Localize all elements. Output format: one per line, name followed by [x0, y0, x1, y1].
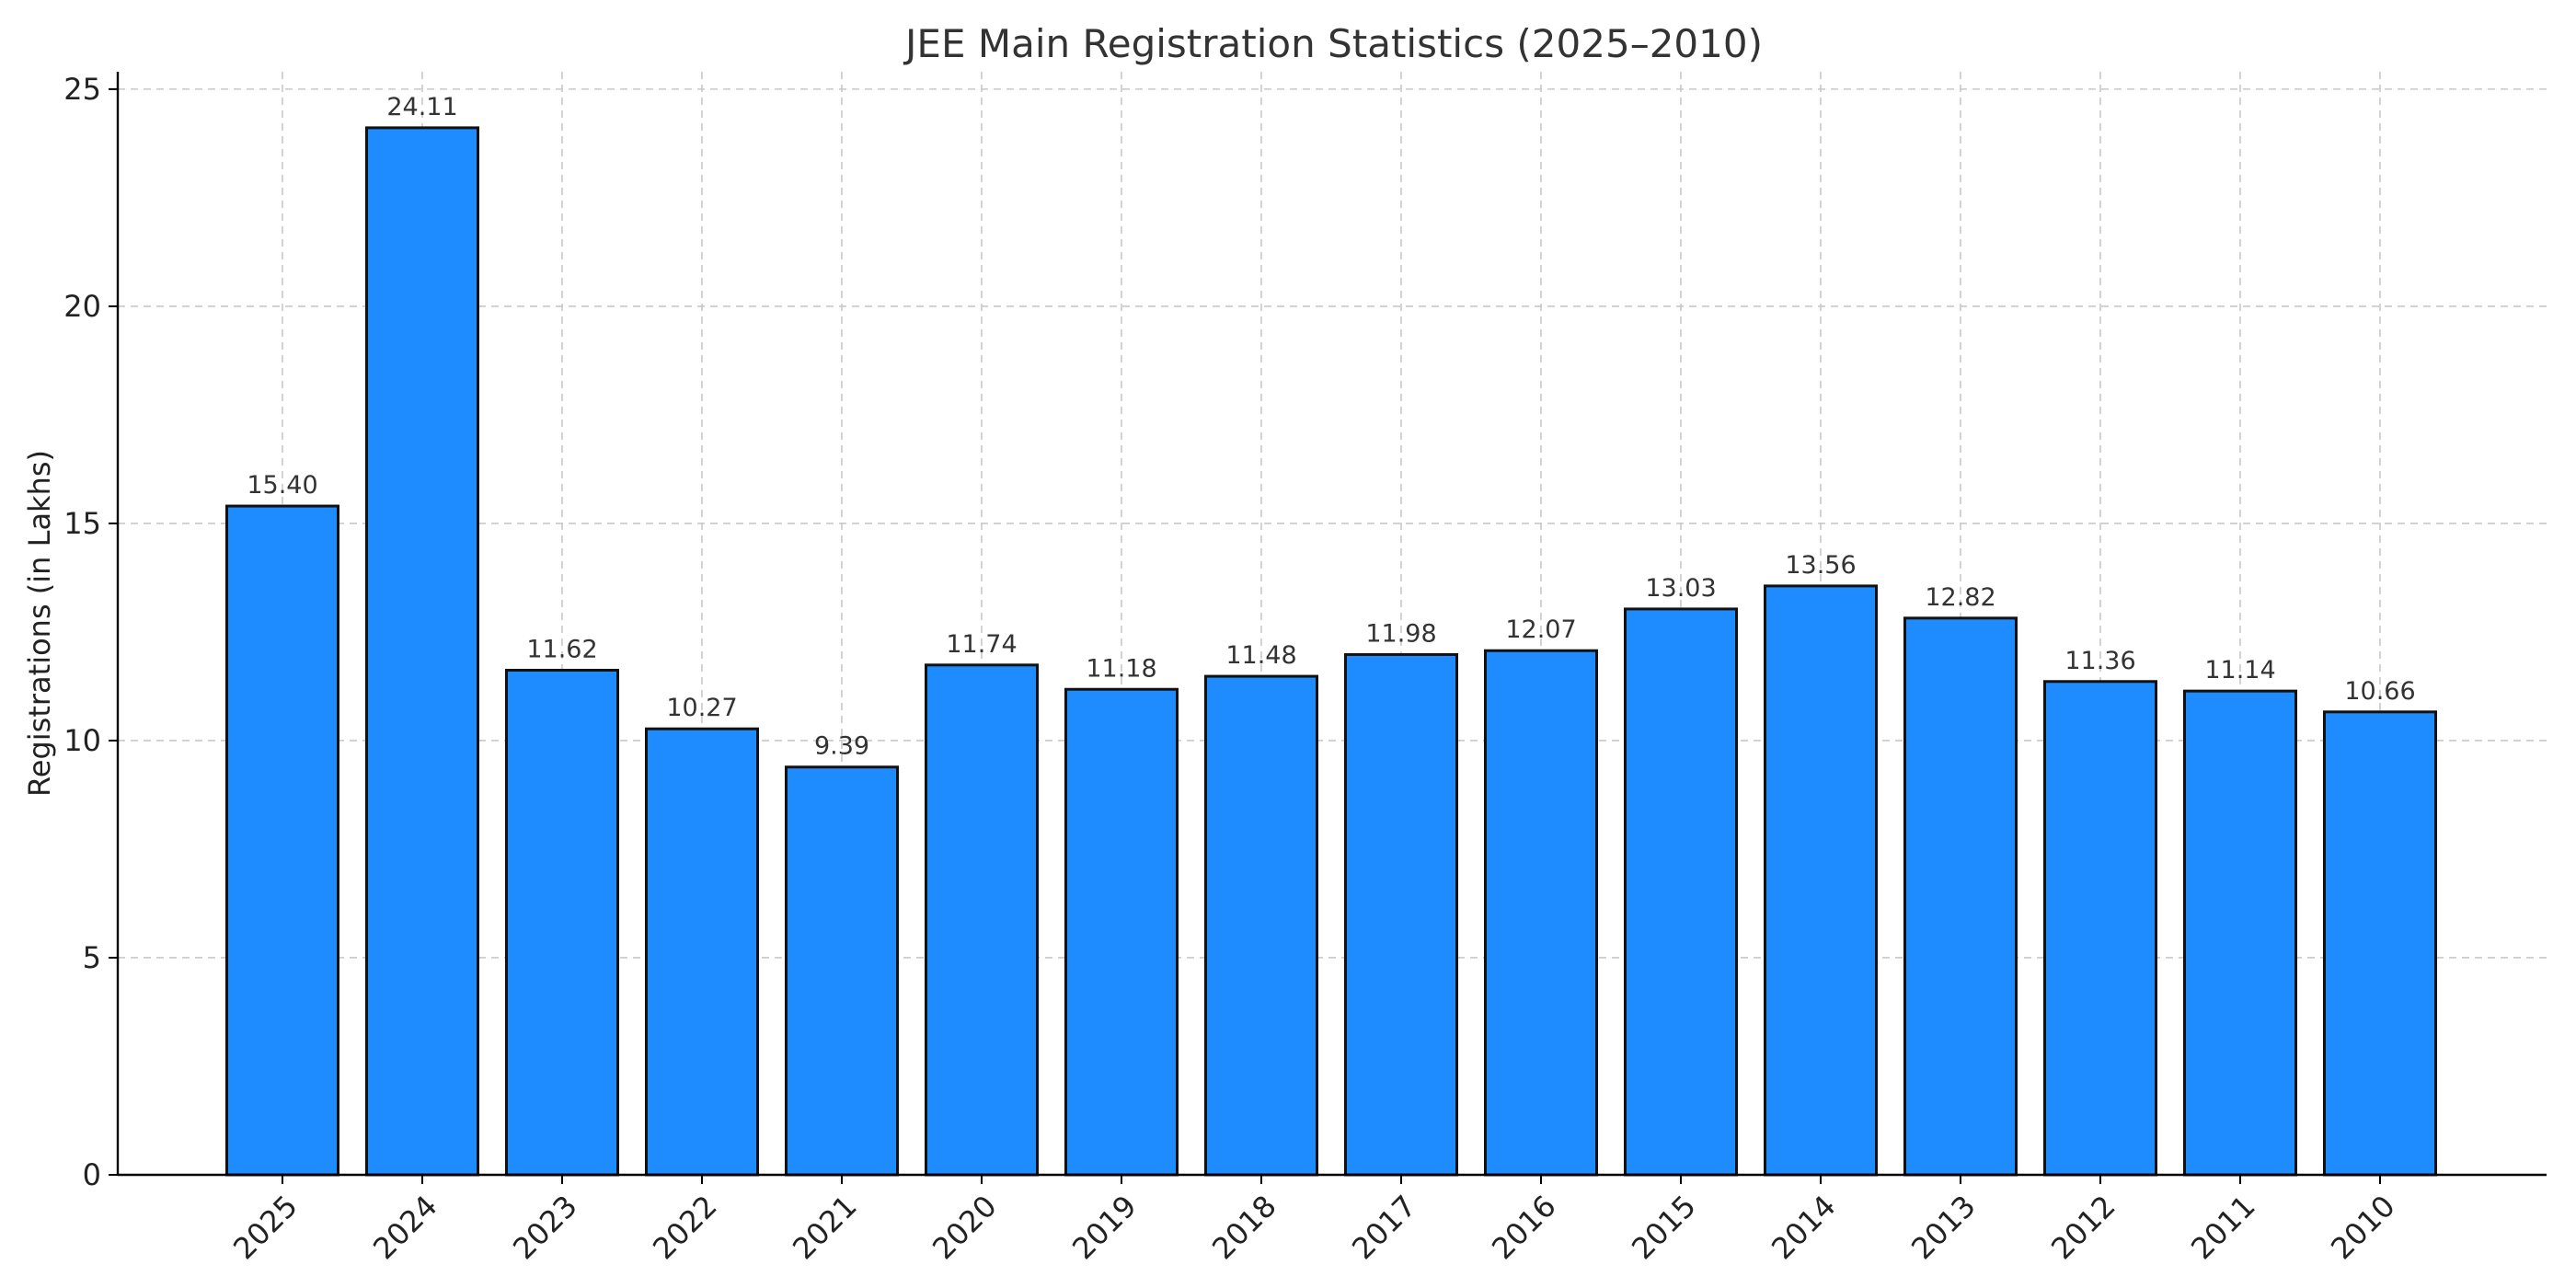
y-tick-label: 10 [63, 723, 101, 758]
value-labels: 15.40 24.11 11.62 10.27 9.39 11.74 11.18 11.48 1… [247, 93, 2415, 761]
x-tick-label-2012: 2012 [2044, 1189, 2122, 1266]
x-tick-label-2018: 2018 [1205, 1189, 1282, 1266]
value-label-2025: 15.40 [247, 471, 317, 500]
x-tick-label-2014: 2014 [1765, 1189, 1842, 1266]
x-tick-label-2021: 2021 [786, 1189, 863, 1266]
value-label-2010: 10.66 [2344, 677, 2415, 706]
value-label-2015: 13.03 [1645, 574, 1716, 603]
y-tick-label: 15 [63, 506, 101, 541]
bar-2024[interactable] [365, 126, 479, 1177]
value-label-2014: 13.56 [1785, 551, 1856, 580]
x-tick-label-2020: 2020 [926, 1189, 1003, 1266]
x-tick-label-2013: 2013 [1904, 1189, 1982, 1266]
bar-2010[interactable] [2323, 710, 2437, 1177]
y-axis-label: Registrations (in Lakhs) [22, 450, 57, 797]
x-tick-label-2025: 2025 [226, 1189, 304, 1266]
value-label-2012: 11.36 [2064, 647, 2135, 675]
value-label-2017: 11.98 [1365, 619, 1436, 648]
bar-2019[interactable] [1064, 687, 1179, 1177]
grid [118, 72, 2547, 1175]
bar-2015[interactable] [1624, 607, 1738, 1177]
axes [116, 72, 2547, 1177]
bar-2014[interactable] [1764, 584, 1878, 1177]
bar-2018[interactable] [1204, 674, 1318, 1177]
x-tick-label-2010: 2010 [2324, 1189, 2401, 1266]
value-label-2020: 11.74 [946, 630, 1017, 659]
y-tick-label: 5 [83, 940, 101, 975]
bar-2016[interactable] [1484, 649, 1598, 1177]
y-ticks: 0 5 10 15 20 25 [63, 72, 118, 1192]
x-tick-label-2017: 2017 [1345, 1189, 1422, 1266]
value-label-2018: 11.48 [1225, 641, 1296, 670]
value-label-2011: 11.14 [2204, 656, 2275, 684]
x-tick-label-2022: 2022 [646, 1189, 723, 1266]
bar-2023[interactable] [505, 668, 619, 1177]
value-label-2023: 11.62 [526, 635, 597, 663]
bar-2017[interactable] [1344, 652, 1458, 1177]
x-tick-label-2016: 2016 [1485, 1189, 1562, 1266]
bar-2021[interactable] [785, 765, 899, 1177]
value-label-2013: 12.82 [1925, 583, 1995, 612]
value-label-2016: 12.07 [1505, 615, 1576, 644]
bar-2013[interactable] [1903, 616, 2018, 1177]
bar-2011[interactable] [2183, 689, 2297, 1177]
y-tick-label: 0 [83, 1157, 101, 1192]
bar-2025[interactable] [225, 504, 339, 1177]
value-label-2024: 24.11 [386, 93, 457, 121]
chart-title: JEE Main Registration Statistics (2025–2… [903, 21, 1763, 66]
y-tick-label: 20 [63, 289, 101, 324]
x-tick-label-2024: 2024 [366, 1189, 443, 1266]
x-tick-label-2019: 2019 [1065, 1189, 1143, 1266]
bar-2022[interactable] [645, 727, 759, 1177]
value-label-2021: 9.39 [814, 732, 869, 761]
x-ticks: 2025 2024 2023 2022 2021 2020 2019 2018 2017 2016… [226, 1175, 2402, 1266]
bar-2012[interactable] [2043, 680, 2157, 1177]
bar-2020[interactable] [925, 663, 1039, 1177]
value-label-2019: 11.18 [1086, 654, 1156, 683]
x-tick-label-2011: 2011 [2184, 1189, 2261, 1266]
value-label-2022: 10.27 [666, 694, 737, 722]
x-tick-label-2023: 2023 [506, 1189, 583, 1266]
y-tick-label: 25 [63, 72, 101, 107]
x-tick-label-2015: 2015 [1625, 1189, 1702, 1266]
bars [225, 126, 2437, 1177]
